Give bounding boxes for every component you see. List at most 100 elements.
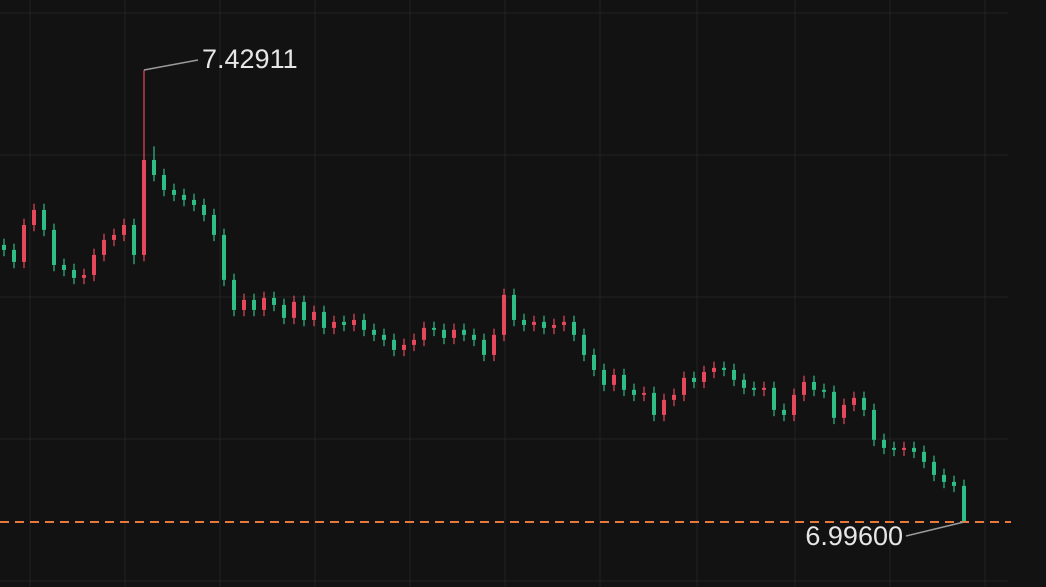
candle-body bbox=[602, 369, 606, 385]
candle-body bbox=[392, 339, 396, 350]
candle-body bbox=[152, 159, 156, 176]
candle-body bbox=[402, 344, 406, 350]
candle-body bbox=[812, 381, 816, 390]
candle-body bbox=[472, 334, 476, 340]
candle-body bbox=[532, 321, 536, 325]
candle-body bbox=[702, 371, 706, 382]
candle-body bbox=[832, 391, 836, 418]
candle-body bbox=[902, 447, 906, 450]
candle-body bbox=[742, 379, 746, 388]
grid bbox=[0, 0, 1008, 587]
candle-body bbox=[802, 381, 806, 395]
candle-body bbox=[772, 387, 776, 410]
candle-body bbox=[132, 224, 136, 255]
candle-body bbox=[542, 321, 546, 328]
candle-body bbox=[962, 485, 966, 522]
last-label: 6.99600 bbox=[805, 521, 903, 551]
candle-body bbox=[652, 392, 656, 415]
candle-body bbox=[272, 297, 276, 305]
candle-body bbox=[582, 334, 586, 355]
candle-body bbox=[92, 254, 96, 275]
candle-body bbox=[312, 311, 316, 320]
candle-body bbox=[262, 297, 266, 310]
candle-body bbox=[842, 404, 846, 418]
candle-body bbox=[62, 264, 66, 270]
candle-body bbox=[712, 367, 716, 372]
candle-body bbox=[892, 447, 896, 450]
candle-body bbox=[632, 389, 636, 395]
candle-body bbox=[362, 319, 366, 330]
candle-body bbox=[852, 397, 856, 405]
candle-body bbox=[732, 369, 736, 380]
candle-body bbox=[212, 214, 216, 235]
candle-body bbox=[912, 447, 916, 452]
candle-body bbox=[232, 279, 236, 310]
candle-body bbox=[32, 209, 36, 225]
candle-body bbox=[722, 367, 726, 370]
candle-body bbox=[672, 394, 676, 400]
annotation-leader bbox=[905, 521, 965, 537]
candle-body bbox=[782, 409, 786, 415]
candle-body bbox=[462, 329, 466, 335]
candle-body bbox=[252, 299, 256, 310]
candle-body bbox=[792, 394, 796, 415]
candle-body bbox=[12, 249, 16, 262]
candle-body bbox=[412, 339, 416, 345]
candle-body bbox=[242, 299, 246, 310]
candle-body bbox=[102, 239, 106, 255]
candle-body bbox=[922, 451, 926, 462]
candle-body bbox=[292, 301, 296, 318]
candle-body bbox=[822, 389, 826, 392]
candle-body bbox=[72, 269, 76, 278]
max-label: 7.42911 bbox=[202, 44, 298, 74]
candle-body bbox=[562, 321, 566, 325]
candle-body bbox=[42, 209, 46, 230]
candle-body bbox=[552, 324, 556, 328]
candle-body bbox=[592, 354, 596, 370]
candle-body bbox=[442, 329, 446, 338]
candle-body bbox=[82, 274, 86, 278]
candle-body bbox=[142, 159, 146, 255]
candle-body bbox=[172, 189, 176, 195]
candle-body bbox=[662, 399, 666, 415]
candle-body bbox=[282, 304, 286, 318]
candle-body bbox=[882, 439, 886, 448]
candle-body bbox=[642, 392, 646, 395]
candle-body bbox=[752, 387, 756, 390]
candle-body bbox=[452, 329, 456, 338]
candle-body bbox=[422, 327, 426, 340]
candle-body bbox=[182, 194, 186, 200]
candle-body bbox=[872, 409, 876, 440]
candle-body bbox=[942, 474, 946, 482]
candle-body bbox=[862, 397, 866, 410]
candle-body bbox=[762, 387, 766, 390]
candle-body bbox=[612, 374, 616, 385]
candle-body bbox=[122, 224, 126, 235]
candle-body bbox=[692, 377, 696, 382]
candle-body bbox=[112, 234, 116, 240]
candle-body bbox=[162, 175, 166, 190]
candle-body bbox=[932, 461, 936, 475]
candle-body bbox=[332, 321, 336, 328]
candle-body bbox=[682, 377, 686, 395]
candle-body bbox=[482, 339, 486, 355]
candle-body bbox=[22, 224, 26, 262]
candle-body bbox=[512, 294, 516, 320]
candle-body bbox=[52, 229, 56, 265]
candle-body bbox=[302, 301, 306, 320]
candle-body bbox=[572, 321, 576, 335]
candle-body bbox=[382, 334, 386, 340]
candle-body bbox=[502, 294, 506, 335]
candle-body bbox=[222, 234, 226, 280]
candle-body bbox=[322, 311, 326, 328]
annotation-leader bbox=[143, 59, 199, 71]
candle-body bbox=[522, 319, 526, 325]
candle-body bbox=[372, 329, 376, 335]
candle-body bbox=[202, 204, 206, 215]
candle-body bbox=[492, 334, 496, 355]
candle-body bbox=[952, 481, 956, 486]
candle-body bbox=[622, 374, 626, 390]
candle-body bbox=[352, 319, 356, 325]
